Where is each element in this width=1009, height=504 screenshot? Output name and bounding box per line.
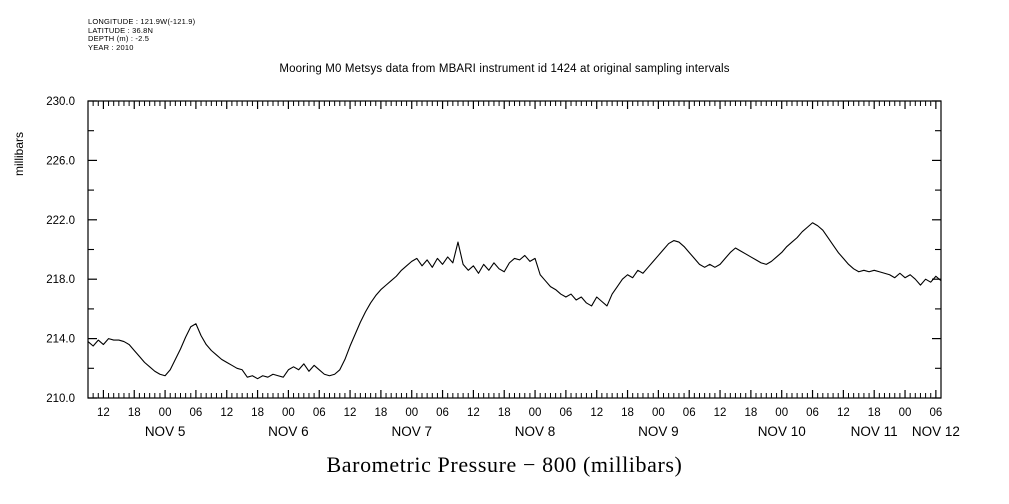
x-tick-hour-label: 00 (159, 407, 172, 419)
chart-title: Mooring M0 Metsys data from MBARI instru… (279, 63, 730, 75)
x-tick-day-label: NOV 6 (268, 424, 309, 439)
x-tick-hour-label: 06 (436, 407, 449, 419)
metadata-header: LONGITUDE : 121.9W(-121.9) LATITUDE : 36… (88, 17, 196, 52)
bottom-title: Barometric Pressure − 800 (millibars) (326, 452, 683, 477)
x-tick-hour-label: 00 (529, 407, 542, 419)
x-tick-hour-label: 00 (282, 407, 295, 419)
y-axis-minor-ticks (88, 130, 941, 369)
x-tick-hour-label: 12 (344, 407, 357, 419)
x-tick-hour-label: 18 (128, 407, 141, 419)
x-axis-hour-labels: 12 18 00 06 12 18 00 06 12 18 00 06 12 18 00 06 12 18 00 06… (97, 407, 942, 419)
plot-frame (87, 100, 942, 399)
x-axis-major-ticks (102, 101, 937, 398)
x-tick-hour-label: 12 (590, 407, 603, 419)
y-tick-label: 210.0 (46, 393, 75, 405)
y-tick-label: 218.0 (46, 274, 75, 286)
x-axis-day-labels: NOV 5 NOV 6 NOV 7 NOV 8 NOV 9 NOV 10 NOV 11 NOV… (145, 424, 960, 439)
y-tick-label: 230.0 (46, 96, 75, 108)
x-tick-day-label: NOV 12 (912, 424, 960, 439)
x-tick-hour-label: 06 (683, 407, 696, 419)
x-tick-hour-label: 18 (868, 407, 881, 419)
x-tick-hour-label: 18 (251, 407, 264, 419)
x-tick-hour-label: 06 (929, 407, 942, 419)
x-tick-hour-label: 12 (220, 407, 233, 419)
y-tick-label: 214.0 (46, 334, 75, 346)
x-tick-hour-label: 06 (313, 407, 326, 419)
x-tick-hour-label: 12 (714, 407, 727, 419)
x-tick-day-label: NOV 10 (758, 424, 806, 439)
x-tick-hour-label: 00 (775, 407, 788, 419)
x-tick-hour-label: 12 (837, 407, 850, 419)
x-axis-minor-ticks (87, 101, 942, 398)
y-tick-label: 222.0 (46, 215, 75, 227)
x-tick-hour-label: 00 (652, 407, 665, 419)
y-tick-label: 226.0 (46, 155, 75, 167)
y-axis-major-ticks (88, 100, 941, 399)
x-tick-hour-label: 12 (467, 407, 480, 419)
x-tick-day-label: NOV 9 (638, 424, 679, 439)
x-tick-hour-label: 06 (559, 407, 572, 419)
x-tick-hour-label: 18 (744, 407, 757, 419)
x-tick-day-label: NOV 8 (515, 424, 556, 439)
data-line-barometric-pressure (87, 222, 942, 380)
x-tick-day-label: NOV 7 (391, 424, 432, 439)
x-tick-day-label: NOV 11 (851, 424, 898, 439)
x-tick-hour-label: 18 (374, 407, 387, 419)
y-axis-tick-labels: 230.0 226.0 222.0 218.0 214.0 210.0 (46, 96, 75, 405)
x-tick-day-label: NOV 5 (145, 424, 186, 439)
x-tick-hour-label: 00 (405, 407, 418, 419)
x-tick-hour-label: 18 (621, 407, 634, 419)
x-tick-hour-label: 06 (806, 407, 819, 419)
x-tick-hour-label: 00 (899, 407, 912, 419)
x-tick-hour-label: 18 (498, 407, 511, 419)
x-tick-hour-label: 06 (190, 407, 203, 419)
x-tick-hour-label: 12 (97, 407, 110, 419)
